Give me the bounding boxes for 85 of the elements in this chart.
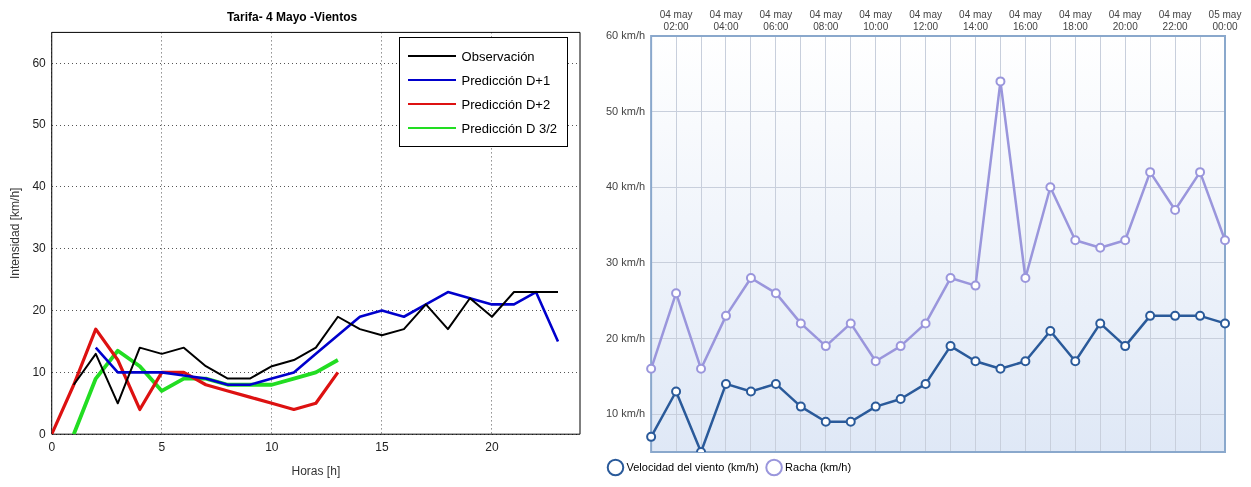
point: [945, 341, 956, 352]
point: [895, 341, 906, 352]
point: [745, 273, 756, 284]
legend-label: Predicción D+1: [461, 72, 551, 88]
x-tick-label: 04 may 02:00: [659, 8, 693, 32]
point: [1145, 310, 1156, 321]
point: [646, 363, 657, 374]
x-tick-label: 05 may 00:00: [1208, 8, 1242, 32]
y-tick-label: 20: [32, 302, 47, 317]
point: [845, 318, 856, 329]
x-tick-label: 04 may 06:00: [759, 8, 793, 32]
point: [745, 386, 756, 397]
point: [720, 378, 731, 389]
y-tick-label: 40 km/h: [605, 180, 646, 193]
x-tick-label: 04 may 12:00: [909, 8, 942, 32]
point: [671, 386, 682, 397]
point: [820, 416, 831, 427]
legend-label: Predicción D+2: [461, 96, 551, 112]
point: [895, 394, 906, 405]
point: [1170, 310, 1181, 321]
y-tick-label: 30: [32, 241, 47, 256]
point: [1170, 204, 1181, 215]
point: [1195, 310, 1206, 321]
legend-label: Racha (km/h): [785, 460, 852, 473]
point: [1220, 235, 1230, 246]
point: [795, 401, 806, 412]
point: [945, 273, 956, 284]
x-tick-label: 04 may 18:00: [1058, 8, 1092, 32]
point: [720, 310, 731, 321]
x-axis-title: Horas [h]: [291, 464, 341, 479]
y-tick-label: 60 km/h: [605, 29, 646, 42]
y-tick-label: 20 km/h: [605, 331, 646, 344]
point: [870, 401, 881, 412]
point: [1070, 356, 1081, 367]
point: [1020, 273, 1031, 284]
y-tick-label: 10: [32, 364, 47, 379]
point: [920, 318, 931, 329]
point: [1145, 167, 1156, 178]
point: [1095, 318, 1106, 329]
point: [770, 288, 781, 299]
point: [1045, 325, 1056, 336]
point: [845, 416, 856, 427]
point: [995, 363, 1006, 374]
point: [1120, 341, 1131, 352]
legend-label: Velocidad del viento (km/h): [626, 460, 759, 473]
point: [1220, 318, 1230, 329]
point: [770, 378, 781, 389]
chart-title: Tarifa- 4 Mayo -Vientos: [226, 9, 358, 24]
y-axis-title: Intensidad [km/h]: [7, 187, 22, 279]
y-tick-label: 0: [39, 426, 47, 441]
x-tick-label: 15: [375, 439, 389, 454]
x-tick-label: 04 may 20:00: [1108, 8, 1142, 32]
x-tick-label: 5: [158, 439, 166, 454]
y-tick-label: 50 km/h: [605, 104, 646, 117]
point: [920, 378, 931, 389]
y-tick-label: 60: [32, 55, 47, 70]
x-tick-label: 04 may 10:00: [859, 8, 893, 32]
point: [1195, 167, 1206, 178]
point: [970, 356, 981, 367]
x-tick-label: 04 may 16:00: [1008, 8, 1042, 32]
point: [870, 356, 881, 367]
point: [1120, 235, 1131, 246]
point: [995, 76, 1006, 87]
x-tick-label: 10: [265, 439, 279, 454]
y-tick-label: 10 km/h: [605, 407, 646, 420]
point: [820, 341, 831, 352]
x-tick-label: 04 may 08:00: [809, 8, 843, 32]
legend-label: Predicción D 3/2: [461, 120, 557, 136]
point: [1045, 182, 1056, 193]
point: [795, 318, 806, 329]
x-tick-label: 04 may 22:00: [1158, 8, 1192, 32]
y-tick-label: 30 km/h: [605, 255, 646, 268]
point: [1070, 235, 1081, 246]
y-tick-label: 40: [32, 179, 47, 194]
x-tick-label: 20: [485, 439, 499, 454]
point: [1095, 242, 1106, 253]
y-tick-label: 50: [32, 117, 47, 132]
point: [1020, 356, 1031, 367]
point: [696, 363, 707, 374]
x-tick-label: 04 may 14:00: [959, 8, 992, 32]
legend-label: Observación: [461, 48, 535, 64]
point: [646, 431, 657, 442]
x-tick-label: 04 may 04:00: [709, 8, 743, 32]
point: [671, 288, 682, 299]
point: [970, 280, 981, 291]
